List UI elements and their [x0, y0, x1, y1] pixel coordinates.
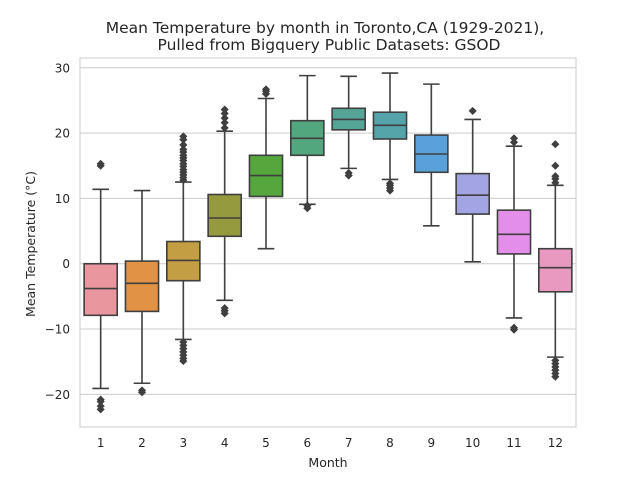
outlier-point — [179, 145, 188, 154]
y-tick-label: 30 — [55, 61, 70, 75]
box-month-7 — [331, 75, 366, 180]
y-tick-label: 20 — [55, 127, 70, 141]
outlier-point — [220, 118, 229, 127]
box-month-8 — [372, 72, 408, 195]
iqr-box — [496, 209, 532, 255]
outlier-point — [220, 123, 229, 133]
x-tick-label: 2 — [138, 436, 146, 450]
x-tick-label: 12 — [548, 436, 563, 450]
outlier-point — [509, 134, 519, 143]
y-axis-label: Mean Temperature (°C) — [23, 171, 38, 317]
box-month-11 — [496, 134, 532, 334]
y-tick-labels: −20 −10 0 10 20 30 — [45, 61, 70, 402]
x-tick-label: 11 — [506, 436, 521, 450]
boxes-layer — [83, 72, 573, 414]
box-month-9 — [413, 83, 449, 227]
chart-title: Mean Temperature by month in Toronto,CA … — [106, 19, 545, 37]
box-month-1 — [83, 159, 118, 414]
outlier-point — [551, 140, 560, 149]
outlier-point — [220, 309, 229, 318]
grid-lines — [80, 67, 576, 395]
iqr-box — [207, 193, 242, 238]
x-tick-label: 9 — [428, 436, 436, 450]
box-month-2 — [124, 189, 160, 397]
x-tick-label: 10 — [465, 436, 480, 450]
iqr-box — [537, 247, 573, 293]
outlier-point — [137, 388, 147, 397]
x-tick-labels: 1 2 3 4 5 6 7 8 9 10 11 12 — [97, 436, 563, 450]
plot-area — [79, 57, 577, 428]
outlier-point — [220, 113, 229, 123]
outlier-point — [261, 85, 271, 94]
outlier-point — [179, 140, 188, 150]
iqr-box — [83, 262, 118, 317]
x-tick-label: 7 — [345, 436, 353, 450]
x-tick-label: 6 — [304, 436, 312, 450]
y-tick-label: −10 — [45, 323, 70, 337]
y-tick-label: −20 — [45, 388, 70, 402]
x-tick-label: 5 — [262, 436, 270, 450]
x-tick-label: 4 — [221, 436, 229, 450]
outlier-point — [551, 172, 560, 181]
outlier-point — [179, 356, 188, 366]
box-month-10 — [455, 106, 490, 263]
outlier-point — [344, 168, 353, 178]
outlier-point — [468, 106, 477, 116]
x-tick-label: 3 — [180, 436, 188, 450]
x-axis-label: Month — [308, 455, 347, 470]
outlier-point — [303, 201, 312, 210]
iqr-box — [124, 260, 160, 313]
box-month-5 — [248, 85, 284, 250]
outlier-point — [509, 325, 519, 334]
outlier-point — [179, 132, 188, 141]
x-tick-label: 1 — [97, 436, 105, 450]
box-month-6 — [289, 74, 325, 213]
box-month-4 — [207, 105, 242, 318]
outlier-point — [96, 405, 105, 414]
outlier-point — [551, 372, 560, 381]
box-month-3 — [166, 132, 201, 366]
outlier-point — [551, 161, 560, 170]
chart-subtitle: Pulled from Bigquery Public Datasets: GS… — [158, 36, 501, 54]
x-tick-label: 8 — [386, 436, 394, 450]
outlier-point — [385, 179, 395, 188]
y-tick-label: 0 — [62, 257, 70, 271]
iqr-box — [455, 172, 490, 215]
box-month-12 — [537, 140, 573, 381]
y-tick-label: 10 — [55, 192, 70, 206]
outlier-point — [96, 159, 105, 168]
outlier-point — [220, 105, 229, 114]
